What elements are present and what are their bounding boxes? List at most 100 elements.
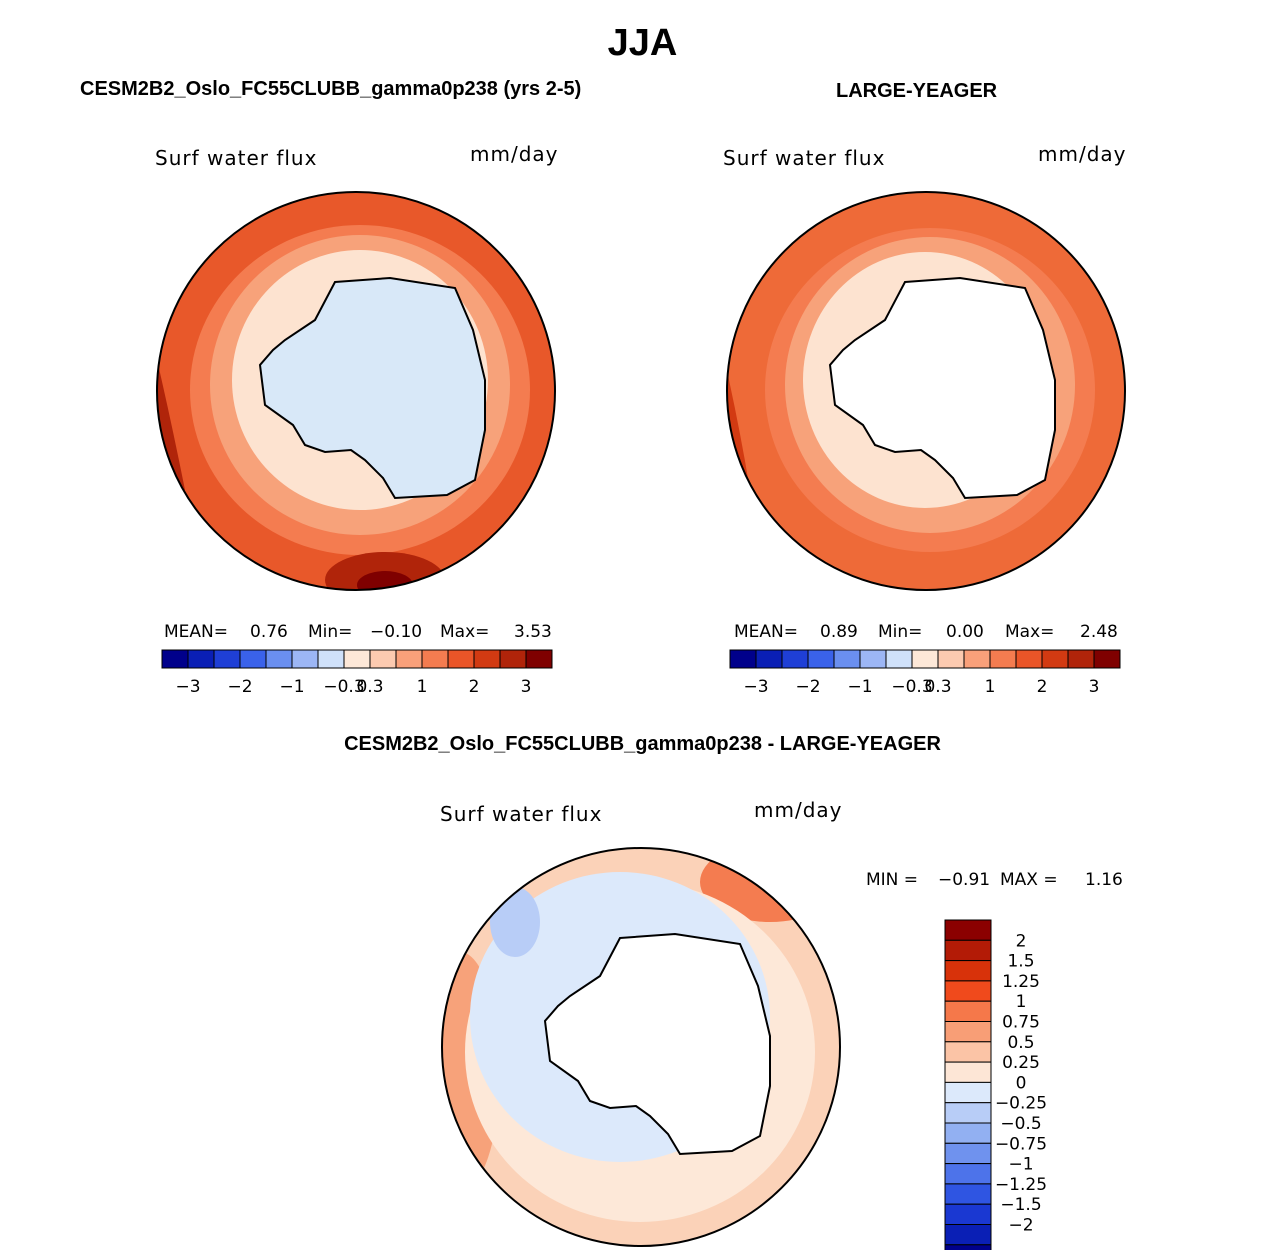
diff-colorbar-tick-label: −0.75 xyxy=(995,1134,1047,1154)
left-colorbar-box xyxy=(395,649,423,669)
right-colorbar-box xyxy=(1067,649,1095,669)
diff-colorbar-box xyxy=(944,1163,992,1185)
diff-colorbar-box xyxy=(944,1061,992,1083)
left-colorbar-tick-label: −2 xyxy=(227,677,252,697)
right-mean-label: MEAN= xyxy=(734,622,798,642)
left-colorbar-box xyxy=(187,649,215,669)
left-colorbar-box xyxy=(447,649,475,669)
diff-colorbar-box xyxy=(944,980,992,1002)
right-colorbar-box xyxy=(807,649,835,669)
left-map-high-west xyxy=(157,310,185,490)
left-colorbar-box xyxy=(161,649,189,669)
right-colorbar-box xyxy=(937,649,965,669)
right-max-value: 2.48 xyxy=(1080,622,1118,642)
diff-colorbar-tick-label: 1.25 xyxy=(1002,972,1040,992)
right-mean-value: 0.89 xyxy=(820,622,858,642)
right-colorbar-box xyxy=(1015,649,1043,669)
diff-colorbar-box xyxy=(944,1102,992,1124)
right-colorbar-box xyxy=(859,649,887,669)
diff-panel-title: CESM2B2_Oslo_FC55CLUBB_gamma0p238 - LARG… xyxy=(344,733,941,755)
left-colorbar-box xyxy=(473,649,501,669)
right-panel-title: LARGE-YEAGER xyxy=(836,80,998,102)
diff-map-boundary xyxy=(441,847,841,1247)
left-colorbar-tick-label: 3 xyxy=(521,677,532,697)
left-min-label: Min= xyxy=(308,622,353,642)
left-colorbar-box xyxy=(499,649,527,669)
diff-units-label: mm/day xyxy=(754,798,843,822)
diff-colorbar-box xyxy=(944,1183,992,1205)
diff-colorbar-tick-label: −1.5 xyxy=(1000,1195,1041,1215)
diff-colorbar-tick-label: 1 xyxy=(1016,992,1027,1012)
diff-colorbar-tick-label: 0.5 xyxy=(1007,1033,1034,1053)
right-colorbar-box xyxy=(1093,649,1121,669)
diff-min-value: −0.91 xyxy=(938,870,991,890)
diff-colorbar-box xyxy=(944,1122,992,1144)
left-colorbar-tick-label: 2 xyxy=(469,677,480,697)
right-colorbar-box xyxy=(729,649,757,669)
diff-colorbar-box xyxy=(944,1021,992,1043)
page-title: JJA xyxy=(607,22,678,64)
diff-colorbar-box xyxy=(944,939,992,962)
diff-max-value: 1.16 xyxy=(1085,870,1123,890)
right-colorbar-tick-label: 0.3 xyxy=(924,677,951,697)
diff-colorbar-tick-label: −1.25 xyxy=(995,1175,1047,1195)
left-colorbar-tick-label: 0.3 xyxy=(356,677,383,697)
antarctica-land-obs xyxy=(828,276,1056,500)
left-colorbar-box xyxy=(343,649,371,669)
right-map-boundary xyxy=(726,191,1126,591)
left-max-value: 3.53 xyxy=(514,622,552,642)
left-panel-title: CESM2B2_Oslo_FC55CLUBB_gamma0p238 (yrs 2… xyxy=(80,78,582,100)
left-colorbar-box xyxy=(265,649,293,669)
right-colorbar-box xyxy=(911,649,939,669)
left-units-label: mm/day xyxy=(470,142,559,166)
diff-max-label: MAX = xyxy=(1000,870,1058,890)
diff-colorbar-box xyxy=(944,1244,992,1250)
right-max-label: Max= xyxy=(1005,622,1055,642)
right-colorbar-box xyxy=(885,649,913,669)
diff-colorbar-box xyxy=(944,1000,992,1022)
right-colorbar-tick-label: −1 xyxy=(847,677,872,697)
left-colorbar-box xyxy=(213,649,241,669)
diff-colorbar-tick-label: 0 xyxy=(1016,1073,1027,1093)
left-colorbar: −3 −2 −1 −0.30.3 1 2 3 xyxy=(161,649,553,697)
left-variable-label: Surf water flux xyxy=(155,146,318,170)
diff-map-negative-strong xyxy=(490,887,540,957)
diff-colorbar-tick-label: −0.5 xyxy=(1000,1114,1041,1134)
right-colorbar-box xyxy=(963,649,991,669)
right-map-high-west xyxy=(727,320,750,490)
right-colorbar-box xyxy=(989,649,1017,669)
left-colorbar-box xyxy=(525,649,553,669)
left-colorbar-tick-label: −3 xyxy=(175,677,200,697)
left-colorbar-box xyxy=(239,649,267,669)
diff-colorbar-tick-label: −2 xyxy=(1008,1216,1033,1236)
right-units-label: mm/day xyxy=(1038,142,1127,166)
left-max-label: Max= xyxy=(440,622,490,642)
diff-colorbar-tick-label: 0.75 xyxy=(1002,1013,1040,1033)
right-min-label: Min= xyxy=(878,622,923,642)
diff-polar-map xyxy=(441,847,841,1247)
diff-colorbar-tick-label: 1.5 xyxy=(1007,952,1034,972)
diff-colorbar-box xyxy=(944,919,992,941)
left-map-boundary xyxy=(156,191,556,591)
diff-colorbar-tick-label: −1 xyxy=(1008,1155,1033,1175)
left-colorbar-box xyxy=(291,649,319,669)
right-colorbar: −3 −2 −1 −0.30.3 1 2 3 xyxy=(729,649,1121,697)
diff-colorbar-box xyxy=(944,1142,992,1165)
left-colorbar-box xyxy=(421,649,449,669)
left-mean-value: 0.76 xyxy=(250,622,288,642)
right-colorbar-tick-label: −0.3 xyxy=(891,677,932,697)
right-colorbar-tick-label: 3 xyxy=(1089,677,1100,697)
left-colorbar-tick-label: −0.3 xyxy=(323,677,364,697)
right-colorbar-tick-label: 2 xyxy=(1037,677,1048,697)
right-colorbar-box xyxy=(781,649,809,669)
right-colorbar-tick-label: −3 xyxy=(743,677,768,697)
right-colorbar-box xyxy=(833,649,861,669)
left-colorbar-box xyxy=(317,649,345,669)
diff-min-label: MIN = xyxy=(866,870,919,890)
left-min-value: −0.10 xyxy=(370,622,423,642)
right-polar-map xyxy=(726,191,1126,591)
left-colorbar-box xyxy=(369,649,397,669)
diff-colorbar-tick-label: 2 xyxy=(1016,931,1027,951)
diff-colorbar-tick-label: 0.25 xyxy=(1002,1053,1040,1073)
left-map-max-south xyxy=(357,571,413,590)
